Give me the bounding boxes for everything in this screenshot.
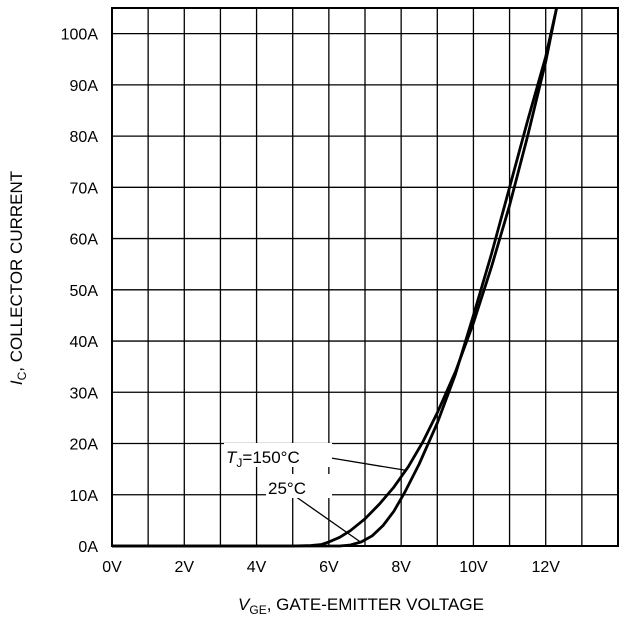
y-tick-label: 0A [78, 539, 98, 556]
leader-150c [330, 457, 405, 471]
y-axis-title: IC, COLLECTOR CURRENT [7, 171, 29, 385]
label-25c: 25°C [268, 479, 306, 498]
y-tick-label: 80A [70, 129, 99, 146]
x-axis-title: VGE, GATE-EMITTER VOLTAGE [238, 595, 484, 617]
curve-150c [112, 7, 558, 548]
plot-frame [111, 7, 619, 547]
label-bg [224, 443, 332, 467]
y-tick-label: 40A [70, 334, 99, 351]
y-tick-label: 100A [61, 27, 99, 44]
x-axis-symbol: V [238, 595, 251, 614]
y-axis-text: , COLLECTOR CURRENT [7, 171, 26, 372]
x-tick-label: 6V [319, 559, 339, 576]
y-tick-label: 30A [70, 385, 99, 402]
x-tick-label: 10V [459, 559, 488, 576]
y-tick-labels: 0A 10A 20A 30A 40A 50A 60A 70A 80A 90A 100A [61, 27, 99, 556]
x-axis-text: , GATE-EMITTER VOLTAGE [267, 595, 484, 614]
label-150c: TJ=150°C [226, 448, 300, 470]
y-axis-symbol: I [7, 380, 26, 385]
x-tick-label: 8V [391, 559, 411, 576]
y-tick-label: 60A [70, 232, 99, 249]
grid [112, 8, 618, 546]
x-tick-label: 4V [247, 559, 267, 576]
y-tick-label: 90A [70, 78, 99, 95]
x-tick-label: 0V [102, 559, 122, 576]
y-tick-label: 20A [70, 437, 99, 454]
y-axis-subscript: C [15, 371, 29, 380]
x-tick-label: 2V [174, 559, 194, 576]
x-tick-label: 12V [531, 559, 560, 576]
leader-25c [291, 493, 360, 542]
annotations: TJ=150°C 25°C [224, 443, 405, 542]
label-bg [266, 474, 332, 498]
y-tick-label: 10A [70, 488, 99, 505]
x-axis-subscript: GE [249, 603, 266, 617]
y-tick-label: 70A [70, 180, 99, 197]
curve-25c [112, 7, 558, 548]
x-tick-labels: 0V 2V 4V 6V 8V 10V 12V [102, 559, 560, 576]
y-tick-label: 50A [70, 283, 99, 300]
curves [112, 7, 558, 548]
